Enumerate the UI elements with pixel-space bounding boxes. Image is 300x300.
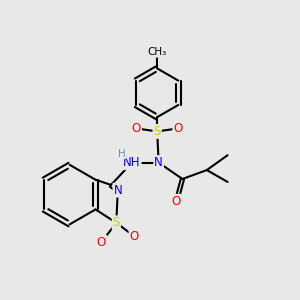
Text: N: N (154, 156, 163, 169)
Text: O: O (132, 122, 141, 135)
Text: O: O (172, 195, 181, 208)
Text: O: O (173, 122, 183, 135)
Text: N: N (113, 184, 122, 196)
Text: CH₃: CH₃ (148, 47, 167, 57)
Text: O: O (130, 230, 139, 243)
Text: NH: NH (123, 156, 141, 169)
Text: O: O (97, 236, 106, 249)
Text: S: S (154, 125, 161, 138)
Text: S: S (112, 216, 120, 229)
Text: H: H (118, 149, 125, 159)
